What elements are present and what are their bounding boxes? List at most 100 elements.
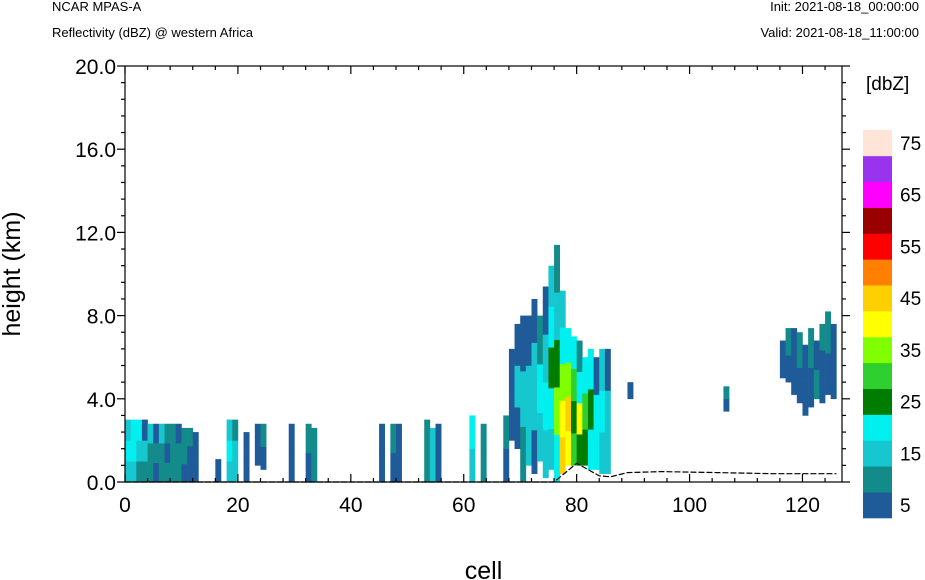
reflectivity-cell — [232, 440, 239, 462]
reflectivity-cell — [288, 423, 295, 454]
reflectivity-cell — [192, 432, 199, 450]
reflectivity-cell — [627, 382, 634, 400]
colorbar: 5 15 25 35 45 55 65 75 — [863, 130, 921, 519]
reflectivity-cell — [514, 407, 521, 450]
reflectivity-cell — [531, 298, 538, 343]
colorbar-units: [dbZ] — [866, 74, 909, 95]
plot-frame — [124, 65, 843, 483]
reflectivity-cell — [181, 445, 188, 465]
reflectivity-cell — [830, 323, 837, 362]
reflectivity-cell — [599, 348, 606, 391]
colorbar-label: 65 — [900, 186, 921, 207]
reflectivity-cell — [424, 450, 431, 483]
reflectivity-cell — [576, 371, 583, 404]
reflectivity-cell — [802, 344, 809, 381]
reflectivity-cell — [542, 286, 549, 335]
reflectivity-cell — [243, 432, 250, 458]
reflectivity-cell — [192, 465, 199, 483]
reflectivity-cell — [819, 323, 826, 351]
reflectivity-cell — [520, 315, 527, 372]
reflectivity-cell — [802, 380, 809, 416]
reflectivity-cell — [187, 427, 194, 447]
reflectivity-cell — [508, 348, 515, 395]
reflectivity-cell — [559, 327, 566, 365]
reflectivity-cell — [813, 340, 820, 370]
x-tick-label: 40 — [339, 494, 362, 517]
reflectivity-cell — [819, 376, 826, 404]
reflectivity-cell — [164, 462, 171, 483]
x-tick-label: 0 — [119, 494, 131, 517]
reflectivity-cell — [226, 419, 233, 441]
colorbar-label: 75 — [900, 134, 921, 155]
reflectivity-cell — [520, 426, 527, 483]
reflectivity-cell — [520, 371, 527, 427]
y-tick-label: 16.0 — [75, 139, 116, 162]
init-time: Init: 2021-08-18_00:00:00 — [770, 0, 919, 14]
reflectivity-cell — [192, 448, 199, 466]
reflectivity-cell — [435, 423, 442, 454]
reflectivity-cell — [125, 419, 131, 441]
colorbar-swatch — [863, 336, 892, 364]
colorbar-swatch — [863, 466, 892, 493]
reflectivity-cell — [559, 290, 566, 328]
reflectivity-cell — [593, 432, 600, 470]
reflectivity-cell — [175, 423, 182, 444]
reflectivity-cell — [395, 423, 402, 454]
reflectivity-cell — [503, 415, 510, 450]
y-tick-label: 0.0 — [87, 472, 116, 495]
reflectivity-cell — [825, 353, 832, 395]
reflectivity-cell — [147, 462, 154, 483]
reflectivity-cell — [599, 390, 606, 433]
reflectivity-cell — [576, 340, 583, 373]
reflectivity-cell — [571, 368, 577, 402]
colorbar-swatch — [863, 492, 892, 519]
reflectivity-cell — [604, 390, 611, 433]
reflectivity-cell — [305, 452, 312, 483]
reflectivity-cell — [571, 336, 577, 369]
y-tick-label: 20.0 — [75, 56, 116, 79]
reflectivity-cell — [395, 452, 402, 483]
reflectivity-cell — [141, 440, 148, 462]
colorbar-swatch — [863, 207, 892, 234]
reflectivity-cell — [525, 365, 532, 416]
reflectivity-cell — [158, 423, 165, 444]
model-name: NCAR MPAS-A — [52, 0, 142, 14]
colorbar-label: 35 — [900, 341, 921, 362]
reflectivity-cell — [785, 355, 792, 383]
colorbar-swatch — [863, 155, 892, 183]
reflectivity-cell — [576, 434, 583, 466]
reflectivity-cell — [260, 446, 267, 470]
reflectivity-cell — [571, 400, 577, 434]
reflectivity-cell — [525, 415, 532, 466]
x-tick-label: 120 — [785, 494, 820, 517]
reflectivity-cell — [559, 363, 566, 401]
reflectivity-cell — [187, 463, 194, 483]
reflectivity-cell — [565, 328, 572, 363]
reflectivity-cell — [554, 434, 561, 483]
y-tick-label: 8.0 — [87, 306, 116, 329]
reflectivity-cell — [554, 339, 561, 388]
reflectivity-cell — [164, 443, 171, 463]
y-tick-label: 12.0 — [75, 222, 116, 245]
reflectivity-cell — [379, 452, 386, 483]
valid-time: Valid: 2021-08-18_11:00:00 — [760, 25, 919, 40]
colorbar-swatch — [863, 181, 892, 208]
reflectivity-cell — [136, 440, 143, 462]
reflectivity-cell — [435, 452, 442, 483]
reflectivity-cell — [531, 430, 538, 474]
reflectivity-cell — [226, 461, 233, 483]
reflectivity-cell — [311, 427, 318, 456]
x-tick-label: 100 — [672, 494, 707, 517]
reflectivity-cell — [175, 443, 182, 463]
reflectivity-cell — [537, 364, 544, 413]
reflectivity-cell — [565, 431, 572, 466]
y-tick-label: 4.0 — [87, 389, 116, 412]
reflectivity-cell — [232, 461, 239, 483]
reflectivity-cell — [141, 419, 148, 441]
reflectivity-cell — [554, 244, 561, 293]
reflectivity-cell — [559, 437, 566, 474]
colorbar-swatch — [863, 362, 892, 389]
reflectivity-cell — [531, 386, 538, 431]
reflectivity-cell — [429, 427, 436, 456]
